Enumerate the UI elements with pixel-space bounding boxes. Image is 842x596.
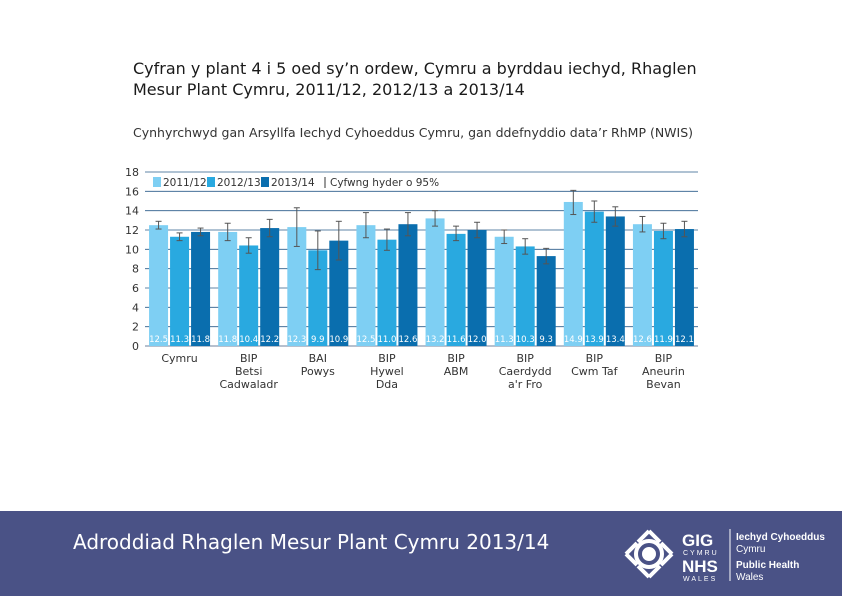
data-label: 12.3 <box>287 335 306 345</box>
bar <box>377 239 397 346</box>
data-label: 13.2 <box>426 335 445 345</box>
x-tick-label: Bevan <box>646 378 681 391</box>
x-tick-label: BIP <box>655 352 673 365</box>
y-tick-label: 4 <box>132 301 139 314</box>
x-tick-label: BIP <box>586 352 604 365</box>
bar <box>425 218 445 346</box>
data-label: 12.5 <box>149 335 168 345</box>
data-label: 12.1 <box>675 335 694 345</box>
x-tick-label: BIP <box>240 352 258 365</box>
logo-nhs: NHS <box>682 557 718 576</box>
bar <box>563 201 583 346</box>
logo-org-line3: Public Health <box>736 560 799 571</box>
y-tick-label: 8 <box>132 263 139 276</box>
x-tick-label: Cymru <box>161 352 197 365</box>
x-tick-label: Betsi <box>235 365 262 378</box>
bar <box>149 225 169 346</box>
legend-ci-label: Cyfwng hyder o 95% <box>330 177 439 189</box>
bar <box>260 228 280 346</box>
y-tick-label: 2 <box>132 321 139 334</box>
celtic-knot-icon <box>624 529 674 579</box>
data-label: 10.9 <box>329 335 348 345</box>
bar <box>287 227 307 346</box>
data-label: 10.3 <box>516 335 535 345</box>
bar <box>308 250 328 346</box>
chart-title: Cyfran y plant 4 i 5 oed sy’n ordew, Cym… <box>133 59 697 99</box>
x-tick-label: a'r Fro <box>508 378 543 391</box>
bar <box>329 240 349 346</box>
bar <box>515 246 535 346</box>
logo-gig: GIG <box>682 531 713 550</box>
y-tick-label: 6 <box>132 282 139 295</box>
legend-label: 2012/13 <box>217 177 261 189</box>
bar <box>536 256 556 346</box>
x-tick-label: ABM <box>444 365 469 378</box>
bar <box>467 230 487 346</box>
bar <box>170 236 190 346</box>
bar <box>632 224 652 346</box>
x-tick-label: Aneurin <box>642 365 685 378</box>
logo-wales: WALES <box>683 576 717 583</box>
data-label: 12.6 <box>398 335 417 345</box>
x-tick-label: Cwm Taf <box>571 365 619 378</box>
bar <box>674 229 694 346</box>
logo-org-line4: Wales <box>736 572 763 583</box>
x-tick-label: Cadwaladr <box>219 378 278 391</box>
bar <box>218 231 238 346</box>
bar <box>398 224 418 346</box>
bar <box>653 230 673 346</box>
legend-label: 2013/14 <box>271 177 315 189</box>
data-label: 11.8 <box>191 335 210 345</box>
x-tick-label: Powys <box>301 365 335 378</box>
logo-cymru: CYMRU <box>683 550 719 557</box>
footer-banner: Adroddiad Rhaglen Mesur Plant Cymru 2013… <box>0 511 842 596</box>
y-tick-label: 14 <box>125 205 139 218</box>
y-tick-label: 0 <box>132 340 139 353</box>
data-label: 14.9 <box>564 335 583 345</box>
chart-subtitle: Cynhyrchwyd gan Arsyllfa Iechyd Cyhoeddu… <box>133 125 694 140</box>
x-tick-label: BAI <box>309 352 327 365</box>
bar <box>191 231 211 346</box>
data-label: 10.4 <box>239 335 258 345</box>
y-tick-label: 16 <box>125 185 139 198</box>
bar <box>239 245 259 346</box>
x-tick-label: Dda <box>376 378 398 391</box>
gig-cymru-nhs-wales-logo: GIG CYMRU NHS WALES Iechyd Cyhoeddus Cym… <box>624 529 825 583</box>
bar <box>494 236 514 346</box>
legend-label: 2011/12 <box>163 177 207 189</box>
data-label: 9.3 <box>539 335 553 345</box>
x-tick-label: Hywel <box>370 365 404 378</box>
data-label: 12.5 <box>356 335 375 345</box>
x-tick-label: Caerdydd <box>499 365 552 378</box>
y-tick-label: 18 <box>125 166 139 179</box>
legend-swatch <box>153 177 161 187</box>
x-tick-label: BIP <box>378 352 396 365</box>
data-label: 12.0 <box>468 335 487 345</box>
report-title: Adroddiad Rhaglen Mesur Plant Cymru 2013… <box>73 530 550 554</box>
data-label: 11.3 <box>170 335 189 345</box>
x-tick-label: BIP <box>516 352 534 365</box>
data-label: 11.0 <box>377 335 396 345</box>
data-label: 13.9 <box>585 335 604 345</box>
bar <box>356 225 376 346</box>
data-label: 13.4 <box>606 335 625 345</box>
data-label: 11.3 <box>495 335 514 345</box>
bar <box>605 216 625 346</box>
legend-swatch <box>207 177 215 187</box>
legend-swatch <box>261 177 269 187</box>
data-label: 12.6 <box>633 335 652 345</box>
data-label: 11.6 <box>447 335 466 345</box>
x-tick-label: BIP <box>447 352 465 365</box>
logo-org-line1: Iechyd Cyhoeddus <box>736 532 825 543</box>
data-label: 12.2 <box>260 335 279 345</box>
bar <box>446 233 466 346</box>
y-tick-label: 10 <box>125 243 139 256</box>
data-label: 11.8 <box>218 335 237 345</box>
data-label: 11.9 <box>654 335 673 345</box>
y-tick-label: 12 <box>125 224 139 237</box>
bar <box>584 211 604 346</box>
logo-org-line2: Cymru <box>736 544 765 555</box>
data-label: 9.9 <box>311 335 325 345</box>
